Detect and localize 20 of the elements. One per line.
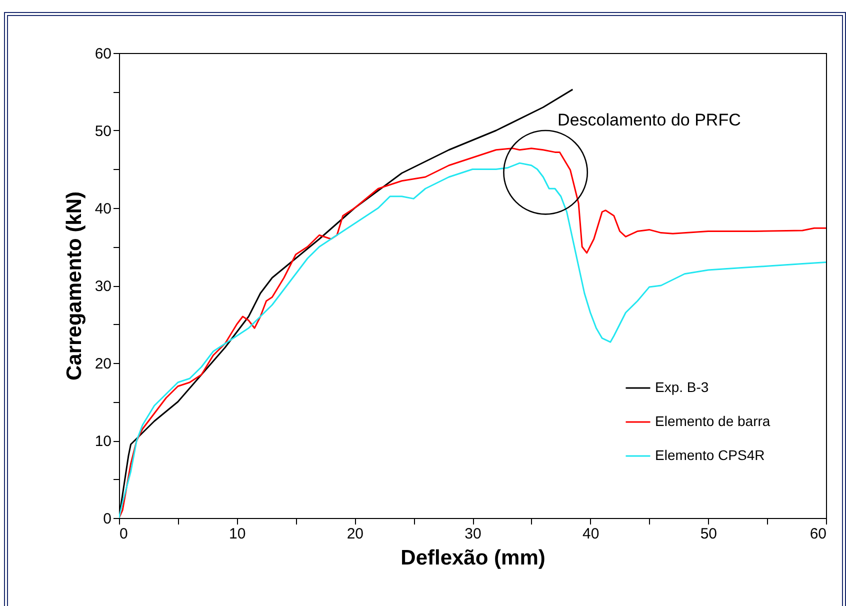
legend-label: Elemento CPS4R [655,447,765,463]
y-tick-label: 10 [94,433,112,450]
x-axis-title: Deflexão (mm) [400,546,546,570]
legend-label: Elemento de barra [655,413,770,429]
y-tick-label: 30 [94,278,112,295]
x-tick-label: 0 [120,526,128,542]
x-tick-label: 10 [228,526,246,542]
x-tick-label: 40 [582,526,600,542]
y-tick-label: 0 [103,510,112,528]
x-tick-label: 30 [464,526,482,542]
annotation: Descolamento do PRFC [558,110,741,130]
y-tick-label: 60 [94,46,112,62]
y-axis-title: Carregamento (kN) [62,191,86,381]
x-tick-label: 60 [810,526,826,542]
x-tick-label: 20 [346,526,364,542]
x-tick-label: 50 [700,526,718,542]
y-tick-label: 40 [94,200,112,218]
y-tick-label: 50 [94,123,112,140]
legend-label: Exp. B-3 [655,379,709,395]
y-tick-label: 20 [94,356,112,372]
